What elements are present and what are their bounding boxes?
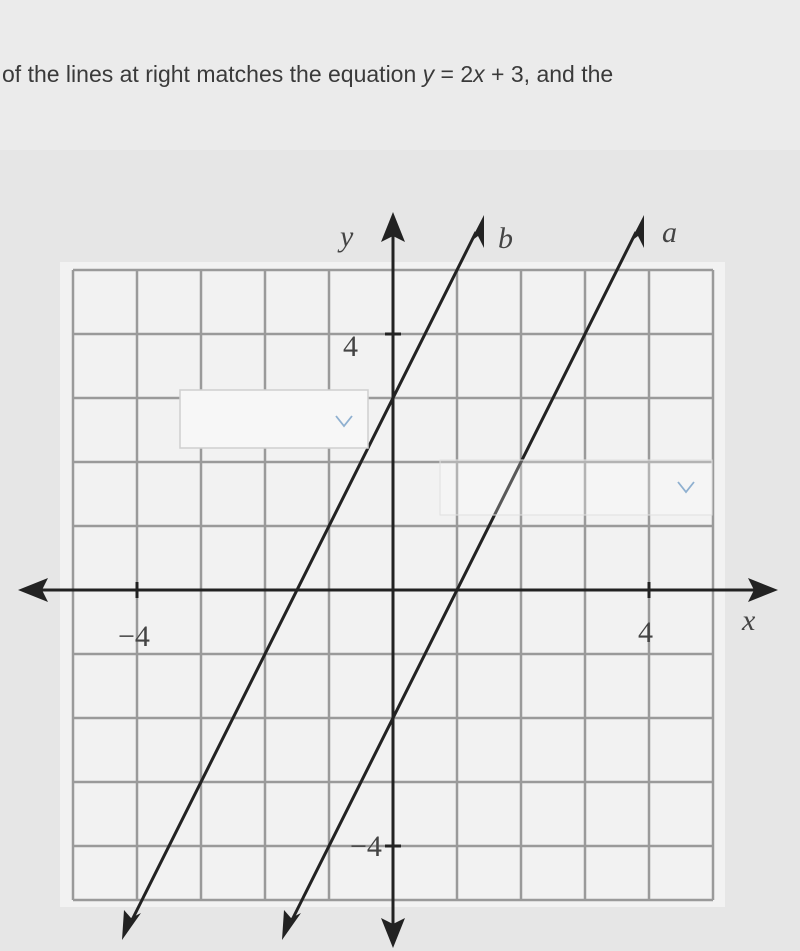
x-axis-arrow [748,578,778,602]
question-segment: of the lines at right matches the equati… [2,61,423,87]
dropdown[interactable] [179,389,369,449]
question-segment: = 2 [434,61,473,87]
line-a [289,231,638,923]
x-tick-label: −4 [118,620,150,653]
question-band [0,0,800,150]
question-text: of the lines at right matches the equati… [2,61,613,87]
dropdown-chevron [677,481,695,494]
question-segment: x [472,61,486,87]
x-axis-arrow [18,578,48,602]
question-segment: y [421,61,436,87]
y-tick-label: −4 [350,830,382,863]
line-arrow [470,215,484,248]
question-segment: + 3, and the [485,61,614,87]
y-axis-arrow [381,212,405,242]
line-b [129,231,478,923]
line-arrow [122,910,141,940]
x-tick-label: 4 [638,616,653,649]
y-tick-label: 4 [343,330,358,363]
y-axis-label: y [337,220,354,253]
line-arrow [630,215,644,248]
y-axis-arrow [381,918,405,948]
line-arrow [282,910,301,940]
dropdown-chevron [335,415,353,428]
x-axis-label: x [741,604,756,637]
line-label: b [498,222,513,255]
dropdown[interactable] [439,459,713,516]
line-label: a [662,216,677,249]
